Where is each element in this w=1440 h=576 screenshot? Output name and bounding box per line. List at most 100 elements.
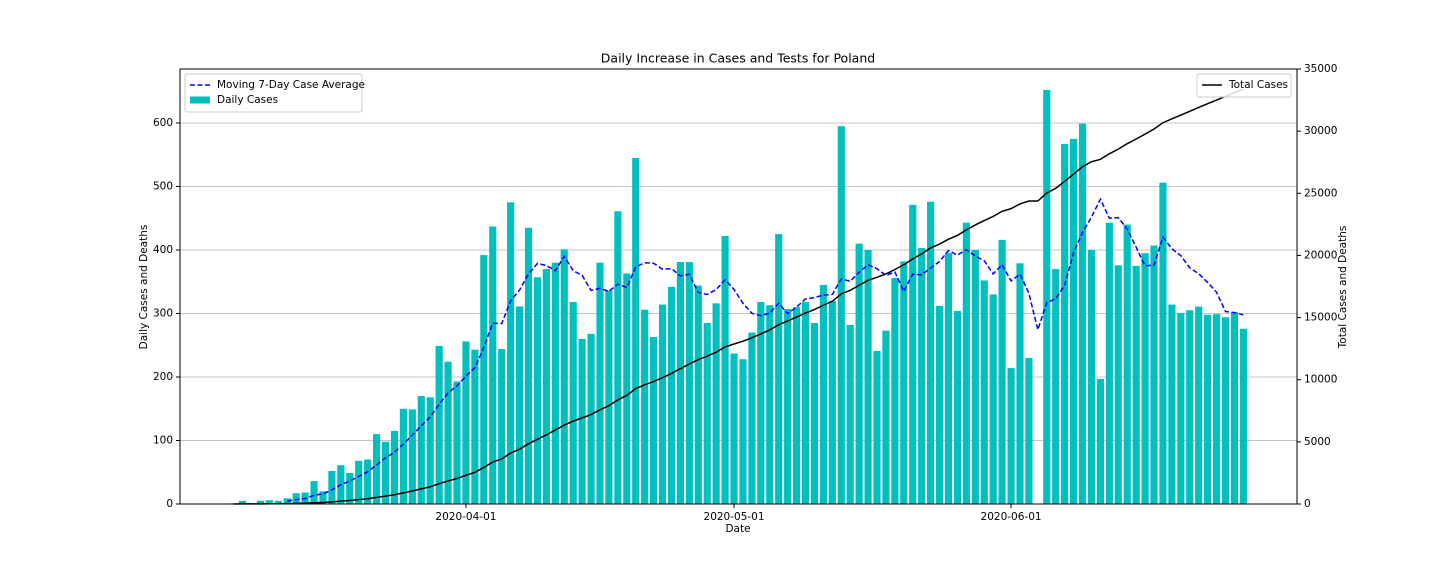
bar <box>310 481 318 504</box>
bar <box>658 304 667 504</box>
bar <box>551 262 559 504</box>
bar <box>1221 317 1230 504</box>
legend-swatch <box>190 96 210 104</box>
line <box>287 197 1244 502</box>
bar <box>927 201 935 504</box>
bar <box>408 409 416 504</box>
bar <box>748 332 756 504</box>
bar <box>855 243 863 504</box>
y2-tick-label: 30000 <box>1304 125 1337 137</box>
bar <box>524 227 533 504</box>
bar <box>498 349 506 504</box>
bar <box>265 500 273 504</box>
bar <box>399 408 407 504</box>
x-axis-label: Date <box>725 523 750 535</box>
legend-label: Total Cases <box>1228 79 1288 91</box>
bar <box>810 323 819 504</box>
legend-box <box>184 73 363 113</box>
chart-title: Daily Increase in Cases and Tests for Po… <box>601 51 875 66</box>
y2-tick-label: 0 <box>1304 498 1311 510</box>
legend-box <box>1196 73 1292 98</box>
bar <box>453 381 461 504</box>
bar <box>381 441 390 504</box>
bar <box>980 280 988 504</box>
bar <box>775 234 783 504</box>
bar <box>864 249 872 504</box>
bar <box>694 285 702 504</box>
bar <box>1213 314 1221 504</box>
bar <box>471 349 479 504</box>
bar <box>569 302 577 504</box>
bar <box>1061 143 1069 504</box>
bar <box>390 430 399 504</box>
bar <box>1239 328 1247 504</box>
bar <box>676 262 684 504</box>
bar <box>1096 378 1104 504</box>
bar <box>1150 245 1158 504</box>
y-tick-label: 300 <box>153 307 173 319</box>
bar <box>837 126 845 504</box>
bar <box>882 330 890 504</box>
y2-tick-label: 25000 <box>1304 187 1337 199</box>
bar <box>1204 314 1212 504</box>
y-tick-label: 600 <box>153 117 173 129</box>
bar <box>238 500 247 504</box>
bar <box>435 345 443 504</box>
bar <box>364 459 372 504</box>
bar <box>1123 224 1131 505</box>
legend-label: Daily Cases <box>217 94 278 106</box>
bar <box>989 294 997 504</box>
bar <box>873 350 881 504</box>
bar <box>319 491 327 504</box>
bar <box>623 273 631 504</box>
bar <box>605 290 613 504</box>
bar <box>355 460 363 504</box>
bar <box>1087 249 1096 504</box>
bar <box>784 309 792 504</box>
bar <box>283 498 291 504</box>
bar <box>1043 89 1051 504</box>
bar <box>739 359 747 504</box>
y-tick-label: 100 <box>153 434 173 446</box>
bar <box>650 336 658 504</box>
bar <box>1007 368 1015 504</box>
y-tick-label: 400 <box>153 244 173 256</box>
bar <box>712 303 720 504</box>
bar <box>462 341 470 504</box>
y-tick-label: 200 <box>153 371 173 383</box>
plot-frame <box>179 68 1298 505</box>
bar <box>962 222 970 504</box>
bar <box>1105 222 1113 504</box>
legend-label: Moving 7-Day Case Average <box>217 79 365 91</box>
bar <box>1070 138 1078 505</box>
x-tick-label: 2020-06-01 <box>981 511 1042 523</box>
legend: Total Cases <box>1196 73 1292 98</box>
y2-axis-label: Total Cases and Deaths <box>1337 226 1349 350</box>
bar <box>1132 265 1140 504</box>
bar <box>596 262 604 504</box>
bar <box>632 157 640 505</box>
x-tick-label: 2020-04-01 <box>435 511 496 523</box>
bar <box>918 248 926 504</box>
bar <box>274 500 282 504</box>
bar <box>766 305 774 504</box>
y-tick-label: 0 <box>166 498 173 510</box>
bar <box>578 338 586 504</box>
bar <box>542 269 550 504</box>
bar <box>1025 357 1033 504</box>
bar <box>292 493 300 504</box>
bar <box>417 396 425 504</box>
legend: Moving 7-Day Case Average Daily Cases <box>184 73 365 113</box>
bar <box>1052 269 1060 504</box>
bar <box>1114 265 1122 504</box>
bar <box>515 306 524 504</box>
bar <box>480 255 488 504</box>
bar <box>641 309 649 504</box>
bar <box>256 500 264 504</box>
bar <box>909 204 917 504</box>
bar <box>900 261 908 504</box>
bar <box>828 300 836 504</box>
bar <box>685 262 693 504</box>
bar <box>757 302 765 504</box>
